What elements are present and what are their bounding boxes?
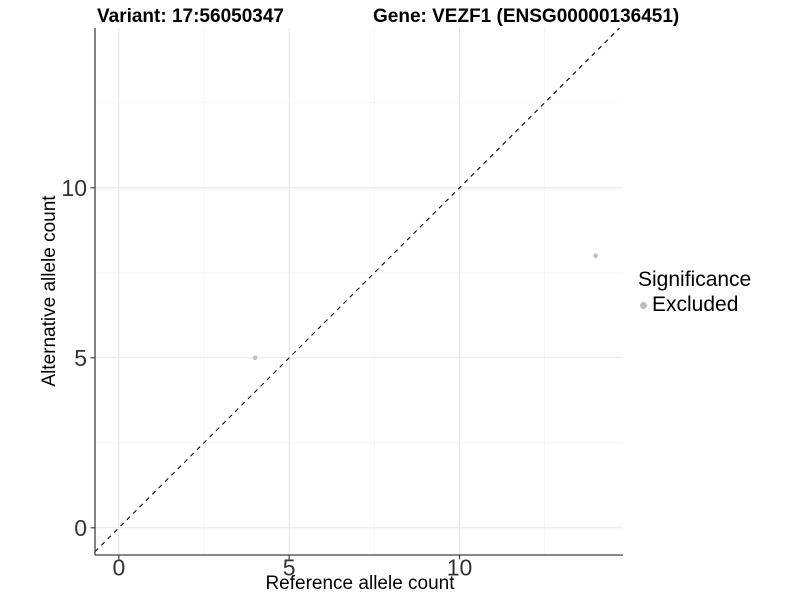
x-tick-label: 10 [447, 555, 473, 581]
x-axis-title: Reference allele count [265, 573, 455, 594]
y-tick-label: 10 [61, 175, 87, 201]
legend-marker-dot [640, 302, 647, 310]
data-point [252, 355, 258, 361]
identity-dashed-line [94, 27, 620, 552]
y-tick-label: 5 [74, 345, 87, 371]
y-axis-title: Alternative allele count [39, 195, 60, 387]
legend-item-excluded: Excluded [638, 293, 751, 316]
data-point [593, 253, 599, 259]
x-tick-label: 5 [283, 555, 296, 581]
variant-title: Variant: 17:56050347 [97, 6, 284, 27]
y-tick-label: 0 [74, 515, 87, 541]
legend-item-label: Excluded [652, 293, 739, 317]
legend: Significance Excluded [638, 268, 751, 316]
gene-title: Gene: VEZF1 (ENSG00000136451) [373, 6, 680, 27]
legend-title: Significance [638, 268, 752, 291]
x-tick-label: 0 [112, 555, 125, 581]
